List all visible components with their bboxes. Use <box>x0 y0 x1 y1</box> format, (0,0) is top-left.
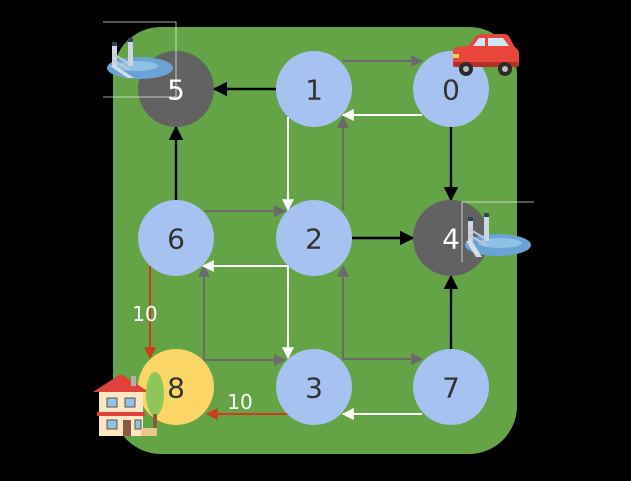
node-3[interactable]: 3 <box>276 349 352 425</box>
node-7[interactable]: 7 <box>413 349 489 425</box>
node-label: 2 <box>305 223 323 256</box>
node-label: 0 <box>442 74 460 107</box>
broken-bridge-icon <box>465 213 531 257</box>
guide-line <box>461 201 534 262</box>
node-6[interactable]: 6 <box>138 200 214 276</box>
house-icon <box>93 372 164 436</box>
node-circle <box>413 349 489 425</box>
node-label: 4 <box>442 223 460 256</box>
node-1[interactable]: 1 <box>276 51 352 127</box>
node-circle <box>276 51 352 127</box>
node-label: 7 <box>442 372 460 405</box>
node-label: 8 <box>167 372 185 405</box>
node-label: 3 <box>305 372 323 405</box>
node-circle <box>276 349 352 425</box>
car-icon <box>453 34 519 76</box>
edge-weight-3-to-8: 10 <box>227 390 252 414</box>
node-label: 1 <box>305 74 323 107</box>
node-circle <box>276 200 352 276</box>
edge-weight-6-to-8: 10 <box>132 302 157 326</box>
edge-weights-layer: 10 10 <box>132 302 252 414</box>
node-label: 6 <box>167 223 185 256</box>
edges-layer <box>144 55 459 420</box>
node-circle <box>138 200 214 276</box>
broken-bridge-icon <box>107 38 173 79</box>
guide-line <box>103 21 177 98</box>
node-2[interactable]: 2 <box>276 200 352 276</box>
